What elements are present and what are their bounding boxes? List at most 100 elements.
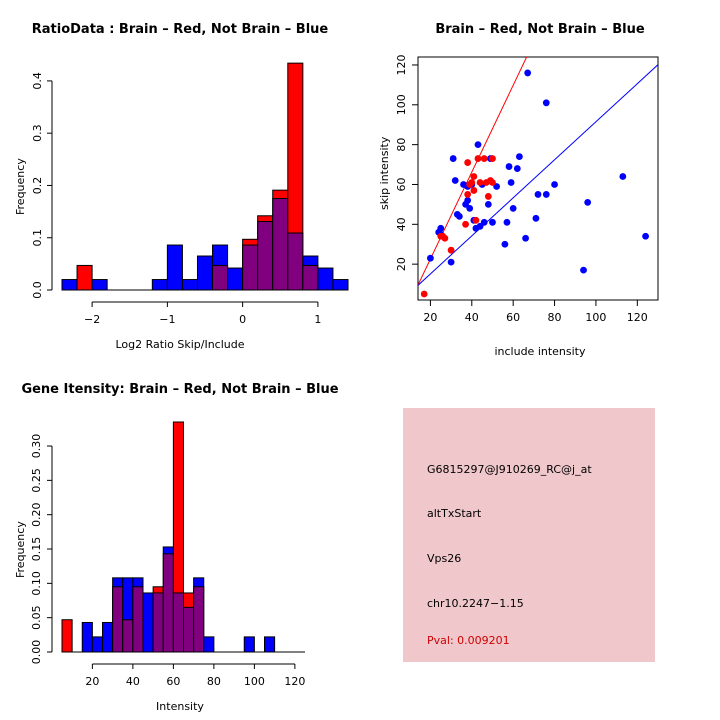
histogram-bar-overlap — [152, 592, 164, 653]
scatter-point — [462, 220, 469, 228]
panel-probe-info: G6815297@J910269_RC@j_at altTxStart Vps2… — [403, 408, 655, 662]
x-axis-tick-label: 0 — [239, 313, 246, 326]
ratio-histogram-xlabel: Log2 Ratio Skip/Include — [115, 338, 245, 351]
y-axis-tick-label: 40 — [395, 217, 408, 231]
scatter-point — [420, 290, 428, 298]
scatter-point — [466, 204, 474, 212]
scatter-point — [441, 234, 449, 242]
scatter-point — [619, 173, 627, 180]
histogram-bar — [196, 255, 214, 291]
histogram-bar-overlap — [183, 606, 195, 653]
scatter-point — [464, 159, 472, 166]
y-axis-tick-label: 0.30 — [30, 434, 43, 459]
y-axis-tick-label: 0.10 — [30, 571, 43, 596]
scatter-point — [580, 266, 587, 274]
histogram-bar-overlap — [162, 553, 174, 653]
scatter-title: Brain – Red, Not Brain – Blue — [435, 22, 645, 37]
histogram-bar-overlap — [172, 592, 184, 653]
y-axis-tick-label: 0.1 — [31, 229, 44, 247]
scatter-point — [464, 197, 472, 204]
scatter-point — [505, 163, 513, 170]
plot-frame — [417, 56, 659, 301]
scatter-point — [427, 254, 434, 262]
histogram-bar — [61, 279, 78, 291]
x-axis-tick-label: 20 — [85, 675, 99, 688]
y-axis-tick-label: 100 — [395, 94, 408, 115]
panel-gene-histogram: Gene Itensity: Brain – Red, Not Brain – … — [0, 360, 360, 720]
scatter-point — [472, 216, 480, 224]
histogram-bar-overlap — [212, 264, 229, 291]
x-axis-tick-label: 40 — [126, 675, 140, 688]
scatter-point — [489, 218, 496, 226]
x-axis-tick-label: −2 — [84, 313, 100, 326]
scatter-point — [534, 191, 542, 198]
scatter-point — [451, 177, 459, 184]
scatter-point — [480, 155, 488, 162]
scatter-point — [524, 69, 532, 77]
x-axis-tick-label: 60 — [166, 675, 180, 688]
ratio-histogram-plot: 0.0 0.1 0.2 0.3 0.4 −2 −1 0 1 — [31, 62, 349, 326]
scatter-point — [484, 200, 492, 208]
y-axis-tick-label: 0.4 — [31, 72, 44, 90]
scatter-point — [542, 191, 550, 198]
scatter-point — [522, 234, 529, 242]
brain-fit-line — [418, 57, 528, 286]
info-event-type: altTxStart — [427, 507, 482, 520]
y-axis-tick-label: 0.15 — [30, 537, 43, 562]
y-axis-tick-label: 0.3 — [31, 124, 44, 142]
scatter-point — [474, 141, 482, 149]
x-axis-tick-label: 100 — [244, 675, 265, 688]
histogram-bar — [91, 279, 108, 291]
scatter-point — [447, 246, 455, 254]
scatter-point — [474, 155, 482, 162]
histogram-bar — [332, 279, 349, 291]
histogram-bar-overlap — [302, 264, 319, 291]
histogram-bar — [142, 592, 154, 653]
scatter-point — [476, 179, 484, 186]
scatter-point — [468, 179, 476, 186]
scatter-point — [447, 258, 455, 266]
y-axis-tick-label: 120 — [395, 54, 408, 75]
x-axis-tick-label: 80 — [548, 311, 562, 324]
scatter-point — [542, 99, 550, 107]
y-axis-tick-label: 0.2 — [31, 177, 44, 195]
histogram-bar — [227, 267, 244, 291]
info-probe-id: G6815297@J910269_RC@j_at — [427, 463, 592, 476]
histogram-bar — [166, 244, 183, 291]
ratio-histogram-title: RatioData : Brain – Red, Not Brain – Blu… — [31, 22, 329, 37]
scatter-point — [489, 155, 496, 162]
scatter-point — [464, 191, 472, 198]
histogram-bar — [243, 636, 255, 653]
y-axis-tick-label: 80 — [395, 138, 408, 152]
gene-histogram-xlabel: Intensity — [156, 700, 204, 713]
histogram-bar — [91, 636, 103, 653]
scatter-plot: 20 40 60 80 100 120 20 40 60 80 100 120 — [395, 54, 659, 324]
scatter-point — [484, 193, 492, 200]
histogram-bar — [76, 264, 93, 291]
x-axis-tick-label: 1 — [314, 313, 321, 326]
histogram-bar — [317, 267, 334, 291]
panel-scatter: Brain – Red, Not Brain – Blue 20 40 60 80 10… — [360, 0, 720, 360]
scatter-ylabel: skip intensity — [378, 136, 391, 210]
x-axis-tick-label: −1 — [159, 313, 175, 326]
scatter-point — [642, 232, 649, 240]
histogram-bar-overlap — [122, 619, 134, 653]
y-axis-tick-label: 0.00 — [30, 640, 43, 665]
histogram-bar — [203, 636, 215, 653]
x-axis-tick-label: 60 — [506, 311, 520, 324]
histogram-bar-overlap — [112, 586, 124, 653]
y-axis-tick-label: 0.0 — [31, 281, 44, 299]
gene-histogram-ylabel: Frequency — [14, 521, 27, 578]
histogram-bar — [151, 279, 168, 291]
scatter-point — [480, 218, 488, 226]
histogram-bar-overlap — [272, 198, 289, 291]
histogram-bar — [61, 619, 73, 653]
x-axis-tick-label: 40 — [465, 311, 479, 324]
ratio-histogram-ylabel: Frequency — [14, 158, 27, 215]
y-axis-tick-label: 60 — [395, 177, 408, 191]
scatter-point — [503, 218, 511, 226]
histogram-bar-overlap — [242, 244, 259, 291]
histogram-bar-overlap — [257, 221, 274, 291]
x-axis-tick-label: 120 — [627, 311, 648, 324]
